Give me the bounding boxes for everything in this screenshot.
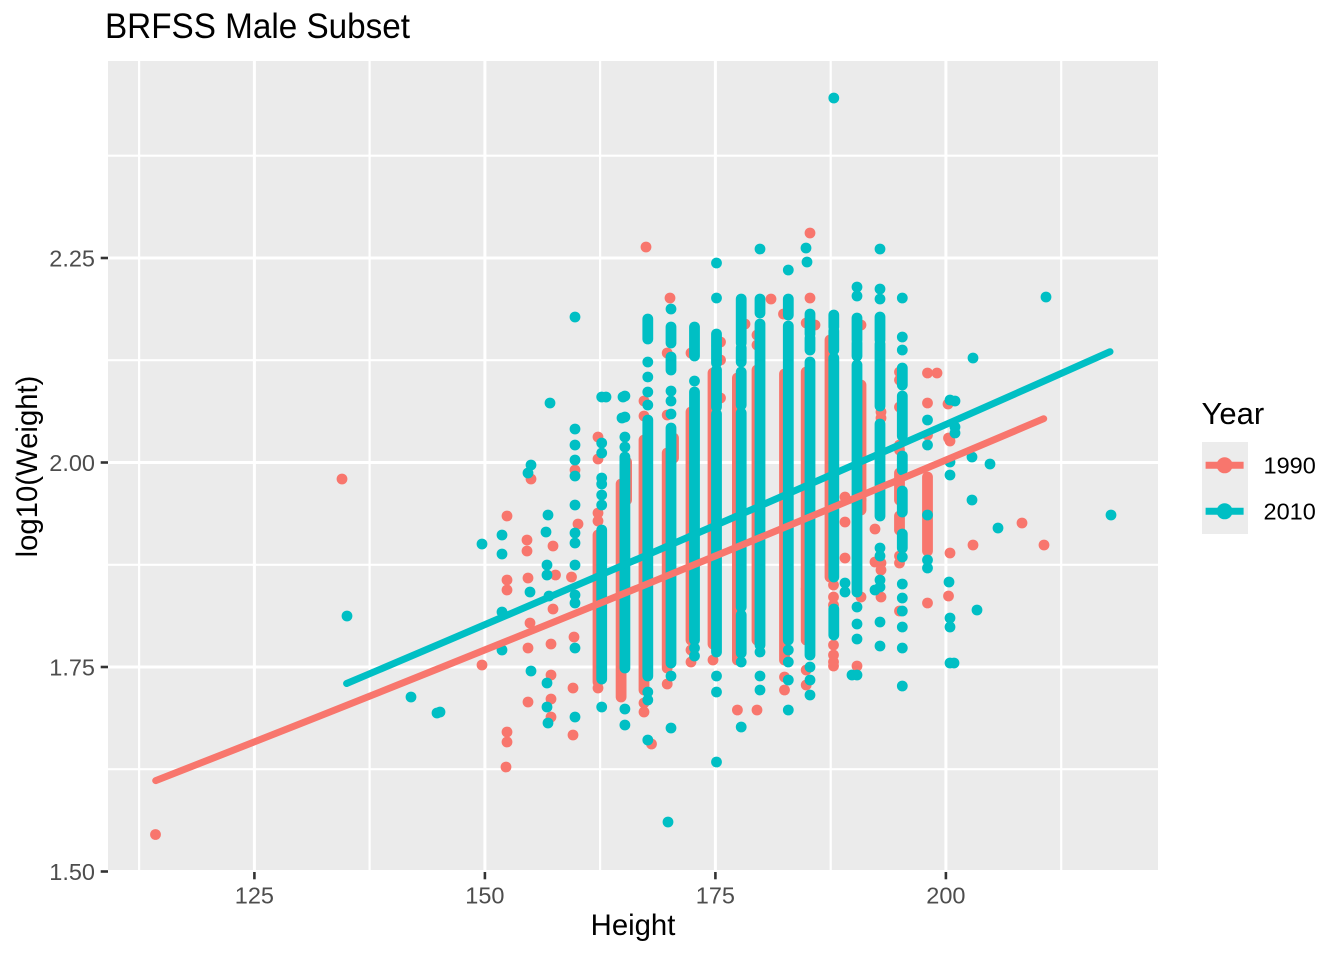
svg-text:2.25: 2.25 — [49, 245, 95, 271]
svg-text:2010: 2010 — [1264, 499, 1316, 525]
svg-text:2.00: 2.00 — [49, 450, 95, 476]
svg-text:1.75: 1.75 — [49, 654, 95, 680]
svg-text:log10(Weight): log10(Weight) — [11, 376, 44, 558]
svg-text:200: 200 — [926, 883, 965, 909]
svg-text:125: 125 — [235, 883, 274, 909]
svg-text:175: 175 — [696, 883, 735, 909]
svg-text:150: 150 — [465, 883, 504, 909]
svg-text:BRFSS Male Subset: BRFSS Male Subset — [105, 7, 410, 46]
svg-text:Year: Year — [1202, 396, 1265, 431]
svg-text:1.50: 1.50 — [49, 859, 95, 885]
svg-text:1990: 1990 — [1264, 453, 1316, 479]
svg-text:Height: Height — [591, 909, 676, 942]
